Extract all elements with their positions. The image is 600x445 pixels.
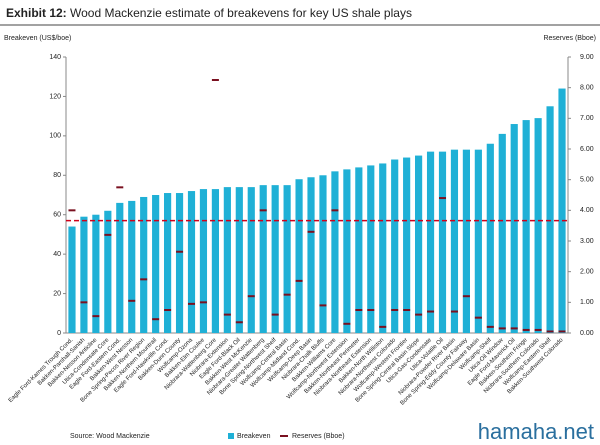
bar <box>80 216 88 333</box>
bar <box>140 196 148 333</box>
bar <box>462 149 470 333</box>
y2-tick-label: 4.00 <box>580 207 594 214</box>
bar <box>199 189 208 333</box>
bar <box>522 120 530 333</box>
bar <box>415 155 423 333</box>
bar <box>331 171 339 333</box>
y2-tick-label: 6.00 <box>580 146 594 153</box>
bar <box>307 177 315 333</box>
bar <box>128 200 136 333</box>
bar <box>486 143 494 333</box>
bar <box>295 179 303 333</box>
bar <box>510 124 518 334</box>
bar <box>271 185 279 333</box>
bar <box>116 202 124 333</box>
y-tick-label: 140 <box>49 54 61 61</box>
y2-tick-label: 2.00 <box>580 269 594 276</box>
y-axis-title: Breakeven (US$/boe) <box>4 35 71 42</box>
source: Source: Wood Mackenzie <box>70 433 150 440</box>
bar <box>534 118 542 333</box>
bar <box>92 214 100 333</box>
bar <box>379 163 387 333</box>
y2-tick-label: 7.00 <box>580 115 594 122</box>
bar <box>438 151 447 333</box>
bar <box>343 169 351 333</box>
y-tick-label: 0 <box>57 330 61 337</box>
y-tick-label: 120 <box>49 93 61 100</box>
bar <box>367 165 375 333</box>
y-tick-label: 100 <box>49 133 61 140</box>
bar <box>426 151 435 333</box>
bar <box>104 210 112 333</box>
y2-tick-label: 8.00 <box>580 85 594 92</box>
bar <box>175 193 184 333</box>
bar <box>558 88 566 334</box>
y2-tick-label: 9.00 <box>580 54 594 61</box>
y2-tick-label: 5.00 <box>580 177 594 184</box>
legend-label: Breakeven <box>237 433 271 440</box>
y-tick-label: 40 <box>53 251 61 258</box>
bar <box>450 149 459 333</box>
y-tick-label: 80 <box>53 172 61 179</box>
bar <box>498 133 506 333</box>
bar <box>319 175 327 333</box>
bar <box>474 149 482 333</box>
y2-tick-label: 0.00 <box>580 330 594 337</box>
y2-tick-label: 3.00 <box>580 238 594 245</box>
bar <box>235 187 243 333</box>
bar <box>68 226 76 333</box>
bar <box>259 185 267 333</box>
bar <box>187 191 196 333</box>
y2-axis-title: Reserves (Bboe) <box>543 35 596 42</box>
bar <box>211 189 219 333</box>
bar <box>223 187 231 333</box>
watermark: hamaha.net <box>478 419 594 444</box>
bar <box>355 167 363 333</box>
legend-label: Reserves (Bboe) <box>292 433 345 440</box>
chart-subtitle: Wood Mackenzie estimate of breakevens fo… <box>70 6 412 20</box>
bar <box>247 187 255 333</box>
bar <box>152 195 160 333</box>
bar <box>391 159 399 333</box>
bar <box>164 193 172 333</box>
y-tick-label: 60 <box>53 212 61 219</box>
bar <box>546 106 554 334</box>
bar <box>403 157 411 333</box>
y-tick-label: 20 <box>53 290 61 297</box>
bar <box>283 185 291 333</box>
y2-tick-label: 1.00 <box>580 299 594 306</box>
legend-swatch <box>228 433 234 439</box>
chart-title: Exhibit 12: <box>6 6 67 20</box>
